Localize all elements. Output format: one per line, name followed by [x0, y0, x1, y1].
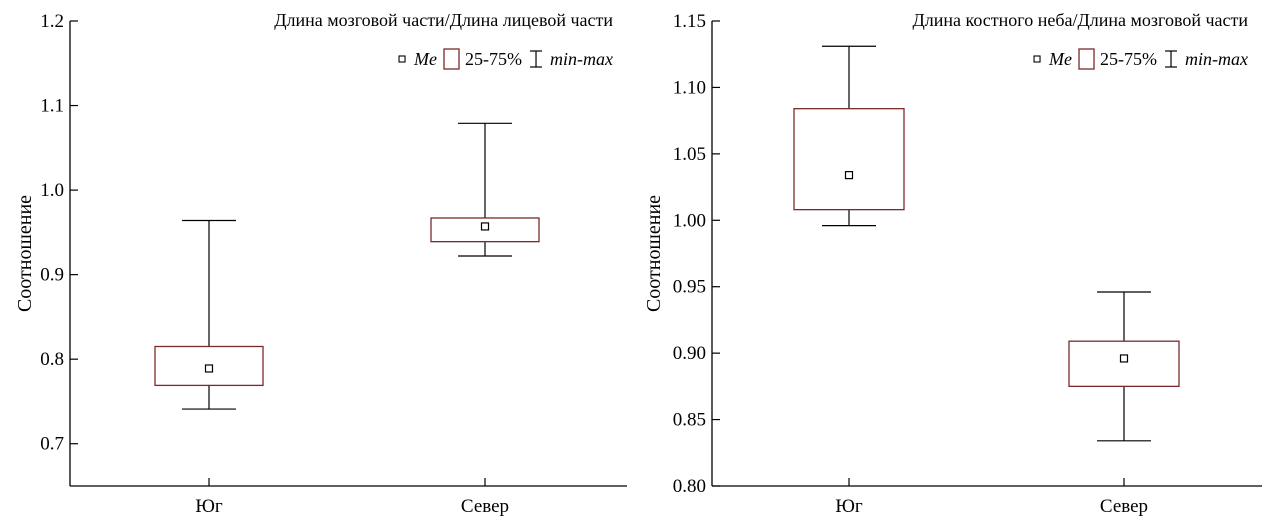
box-north	[430, 122, 540, 257]
legend-median-icon	[1033, 55, 1041, 63]
y-tick-label: 0.9	[40, 265, 64, 286]
box-south	[793, 45, 905, 227]
panel-title: Длина костного неба/Длина мозговой части	[913, 10, 1249, 30]
y-tick-label: 0.7	[40, 434, 64, 455]
legend-median-label: Me	[413, 49, 437, 69]
x-category-label: Юг	[195, 496, 223, 517]
panel-title: Длина мозговой части/Длина лицевой части	[274, 10, 613, 30]
y-tick-label: 0.95	[673, 277, 706, 298]
chart-panel-1: 0.7 0.8 0.9 1.0 1.1 1.2 Юг Север Соотношение Длин…	[14, 10, 627, 517]
x-category-label: Юг	[835, 496, 863, 517]
y-tick-label: 0.90	[673, 343, 706, 364]
y-axis-title: Соотношение	[14, 195, 36, 312]
y-tick-label: 1.2	[40, 11, 64, 32]
y-tick-label: 0.85	[673, 410, 706, 431]
y-axis-title: Соотношение	[643, 195, 665, 312]
median-marker	[844, 171, 854, 180]
y-tick-label: 1.05	[673, 144, 706, 165]
median-marker	[1119, 354, 1129, 363]
legend-median-icon	[398, 55, 406, 63]
y-tick-label: 1.1	[40, 96, 64, 117]
legend-box-icon	[1078, 48, 1095, 70]
box-iqr	[1068, 340, 1180, 388]
legend-box-label: 25-75%	[465, 49, 522, 69]
y-tick-label: 1.10	[673, 77, 706, 98]
legend: min-max 25-75% Me	[1033, 48, 1248, 70]
median-marker	[204, 364, 214, 373]
legend-median-label: Me	[1048, 49, 1072, 69]
box-south	[154, 219, 264, 410]
median-marker	[480, 222, 490, 231]
box-iqr	[793, 108, 905, 211]
legend: min-max 25-75% Me	[398, 48, 613, 70]
y-tick-label: 0.8	[40, 349, 64, 370]
y-tick-label: 1.0	[40, 180, 64, 201]
x-category-label: Север	[461, 496, 509, 517]
y-tick-label: 1.00	[673, 210, 706, 231]
x-category-label: Север	[1100, 496, 1148, 517]
legend-range-label: min-max	[1185, 49, 1248, 69]
legend-box-label: 25-75%	[1100, 49, 1157, 69]
y-tick-label: 0.80	[673, 476, 706, 497]
chart-panel-2: 0.80 0.85 0.90 0.95 1.00 1.05 1.10 1.15 Юг Север С…	[643, 10, 1262, 517]
legend-box-icon	[443, 48, 460, 70]
y-tick-label: 1.15	[673, 11, 706, 32]
legend-range-label: min-max	[550, 49, 613, 69]
box-north	[1068, 291, 1180, 442]
